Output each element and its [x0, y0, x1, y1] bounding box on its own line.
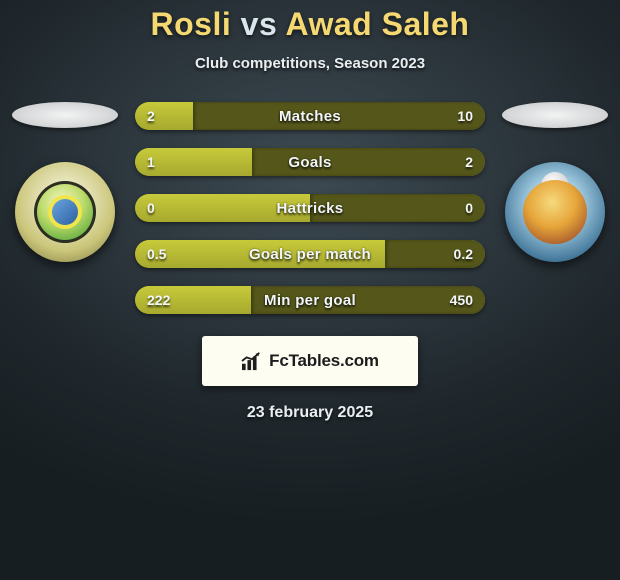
- stat-bar: 00Hattricks: [135, 194, 485, 222]
- bar-label: Matches: [135, 102, 485, 130]
- card-content: Rosli vs Awad Saleh Club competitions, S…: [0, 0, 620, 422]
- bar-label: Hattricks: [135, 194, 485, 222]
- bar-label: Min per goal: [135, 286, 485, 314]
- player2-name: Awad Saleh: [285, 6, 469, 42]
- player1-club-badge: [15, 162, 115, 262]
- left-side: [5, 102, 125, 262]
- player1-name: Rosli: [151, 6, 232, 42]
- brand-text: FcTables.com: [269, 351, 379, 371]
- player2-club-badge: [505, 162, 605, 262]
- bar-label: Goals: [135, 148, 485, 176]
- bar-label: Goals per match: [135, 240, 485, 268]
- subtitle: Club competitions, Season 2023: [0, 55, 620, 72]
- stat-bar: 210Matches: [135, 102, 485, 130]
- stat-bars: 210Matches 12Goals 00Hattricks 0.50.2Goals …: [135, 102, 485, 314]
- badge-a-inner: [34, 181, 96, 243]
- main-row: 210Matches 12Goals 00Hattricks 0.50.2Goals …: [0, 102, 620, 314]
- stat-bar: 222450Min per goal: [135, 286, 485, 314]
- date-text: 23 february 2025: [0, 404, 620, 422]
- player2-avatar-placeholder: [502, 102, 608, 128]
- badge-a-core: [52, 199, 78, 225]
- badge-b-inner: [523, 180, 587, 244]
- chart-icon: [241, 351, 263, 371]
- page-title: Rosli vs Awad Saleh: [0, 6, 620, 43]
- player1-avatar-placeholder: [12, 102, 118, 128]
- stat-bar: 0.50.2Goals per match: [135, 240, 485, 268]
- title-vs: vs: [241, 6, 278, 42]
- stat-bar: 12Goals: [135, 148, 485, 176]
- brand-box[interactable]: FcTables.com: [202, 336, 418, 386]
- right-side: [495, 102, 615, 262]
